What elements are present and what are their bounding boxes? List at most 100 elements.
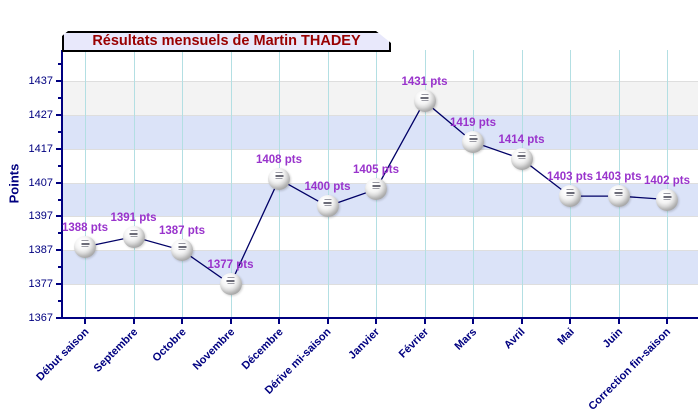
vertical-gridline [570, 50, 571, 318]
y-major-tick [56, 249, 62, 252]
ball-emblem [420, 94, 429, 102]
y-minor-tick [58, 232, 62, 235]
data-point-marker-ball-icon [316, 195, 339, 218]
x-tick [84, 319, 86, 324]
vertical-gridline [182, 50, 183, 318]
x-category-label-text: Janvier [346, 326, 383, 362]
plot-band-blue [62, 114, 698, 149]
x-tick [132, 319, 135, 324]
y-minor-tick [58, 63, 62, 66]
x-tick [472, 319, 474, 324]
horizontal-gridline [62, 114, 698, 116]
ball-emblem [129, 229, 138, 237]
vertical-gridline [521, 50, 523, 318]
horizontal-gridline [62, 148, 698, 150]
y-major-tick [56, 181, 62, 184]
x-tick [326, 319, 329, 324]
x-axis-line [61, 317, 698, 319]
y-tick-label: 1437 [28, 75, 53, 87]
data-point-marker-ball-icon [219, 273, 242, 296]
y-major-tick [56, 80, 62, 82]
data-point-label: 1388 pts [61, 221, 109, 234]
x-tick [666, 319, 668, 324]
x-category-label-text: Début saison [34, 326, 92, 384]
data-point-label: 1402 pts [643, 174, 691, 187]
data-point-label: 1419 pts [449, 116, 497, 129]
ball-emblem [177, 243, 187, 251]
vertical-gridline [85, 50, 86, 318]
ball-emblem [323, 199, 332, 207]
y-minor-tick [58, 300, 62, 303]
y-tick-label: 1367 [28, 312, 53, 324]
data-point-label: 1431 pts [401, 76, 448, 89]
data-point-marker-ball-icon [607, 185, 630, 208]
y-tick-label: 1407 [28, 176, 53, 189]
data-point-label: 1414 pts [498, 133, 545, 146]
data-point-label: 1403 pts [595, 171, 642, 184]
chart-title: Résultats mensuels de Martin THADEY [92, 33, 361, 49]
data-point-label: 1403 pts [546, 171, 594, 184]
ball-emblem [226, 277, 235, 285]
vertical-gridline [667, 50, 668, 318]
x-tick [181, 319, 183, 324]
y-tick-label: 1427 [28, 108, 53, 121]
x-tick [278, 319, 280, 324]
x-category-label-text: Avril [502, 326, 528, 352]
x-category-label-text: Correction fin-saison [586, 326, 674, 413]
data-point-marker-ball-icon [462, 130, 484, 153]
horizontal-gridline [62, 250, 698, 252]
y-tick-label: 1377 [28, 278, 53, 291]
ball-emblem [80, 239, 90, 247]
horizontal-gridline [62, 284, 698, 286]
data-point-marker-ball-icon [510, 147, 533, 170]
vertical-gridline [133, 50, 135, 318]
data-point-label: 1405 pts [352, 164, 400, 177]
y-tick-label: 1417 [28, 142, 53, 155]
data-point-label: 1387 pts [158, 225, 206, 238]
ball-emblem [274, 172, 284, 180]
data-point-label: 1408 pts [255, 154, 303, 167]
y-minor-tick [58, 198, 62, 201]
ball-emblem [517, 151, 526, 159]
x-category-label-text: Septembre [91, 326, 140, 375]
y-major-tick [56, 283, 62, 286]
vertical-gridline [473, 50, 474, 318]
y-minor-tick [58, 130, 62, 133]
x-tick [520, 319, 523, 324]
x-tick [423, 319, 426, 324]
x-tick [617, 319, 620, 324]
x-category-label-text: Mars [452, 326, 480, 353]
x-category-label-text: Juin [600, 326, 625, 351]
data-point-marker-ball-icon [559, 185, 581, 208]
y-major-tick [56, 215, 62, 218]
y-major-tick [56, 113, 62, 116]
plot-band-gray [62, 81, 698, 115]
plot-band-blue [62, 250, 698, 285]
x-tick [375, 319, 377, 324]
data-point-marker-ball-icon [122, 225, 145, 248]
data-point-marker-ball-icon [413, 90, 436, 113]
y-major-tick [56, 147, 62, 150]
x-category-label-text: Décembre [239, 326, 286, 373]
x-category-label-text: Novembre [190, 326, 237, 373]
y-minor-tick [58, 266, 62, 269]
horizontal-gridline [62, 81, 698, 82]
ball-emblem [371, 182, 381, 190]
data-point-marker-ball-icon [268, 168, 290, 191]
y-tick-label: 1397 [28, 210, 53, 223]
x-tick [569, 319, 571, 324]
data-point-marker-ball-icon [74, 235, 96, 258]
y-major-tick [56, 317, 62, 319]
ball-emblem [565, 189, 575, 197]
x-category-label-text: Février [396, 326, 431, 361]
ball-emblem [468, 134, 478, 142]
x-category-label-text: Octobre [150, 326, 189, 365]
y-minor-tick [58, 96, 62, 99]
x-category-label-text: Mai [555, 326, 577, 348]
vertical-gridline [618, 50, 620, 318]
y-minor-tick [58, 164, 62, 167]
y-tick-label: 1387 [28, 244, 53, 257]
data-point-label: 1400 pts [304, 181, 351, 194]
horizontal-gridline [62, 216, 698, 218]
y-axis-line [61, 50, 63, 319]
